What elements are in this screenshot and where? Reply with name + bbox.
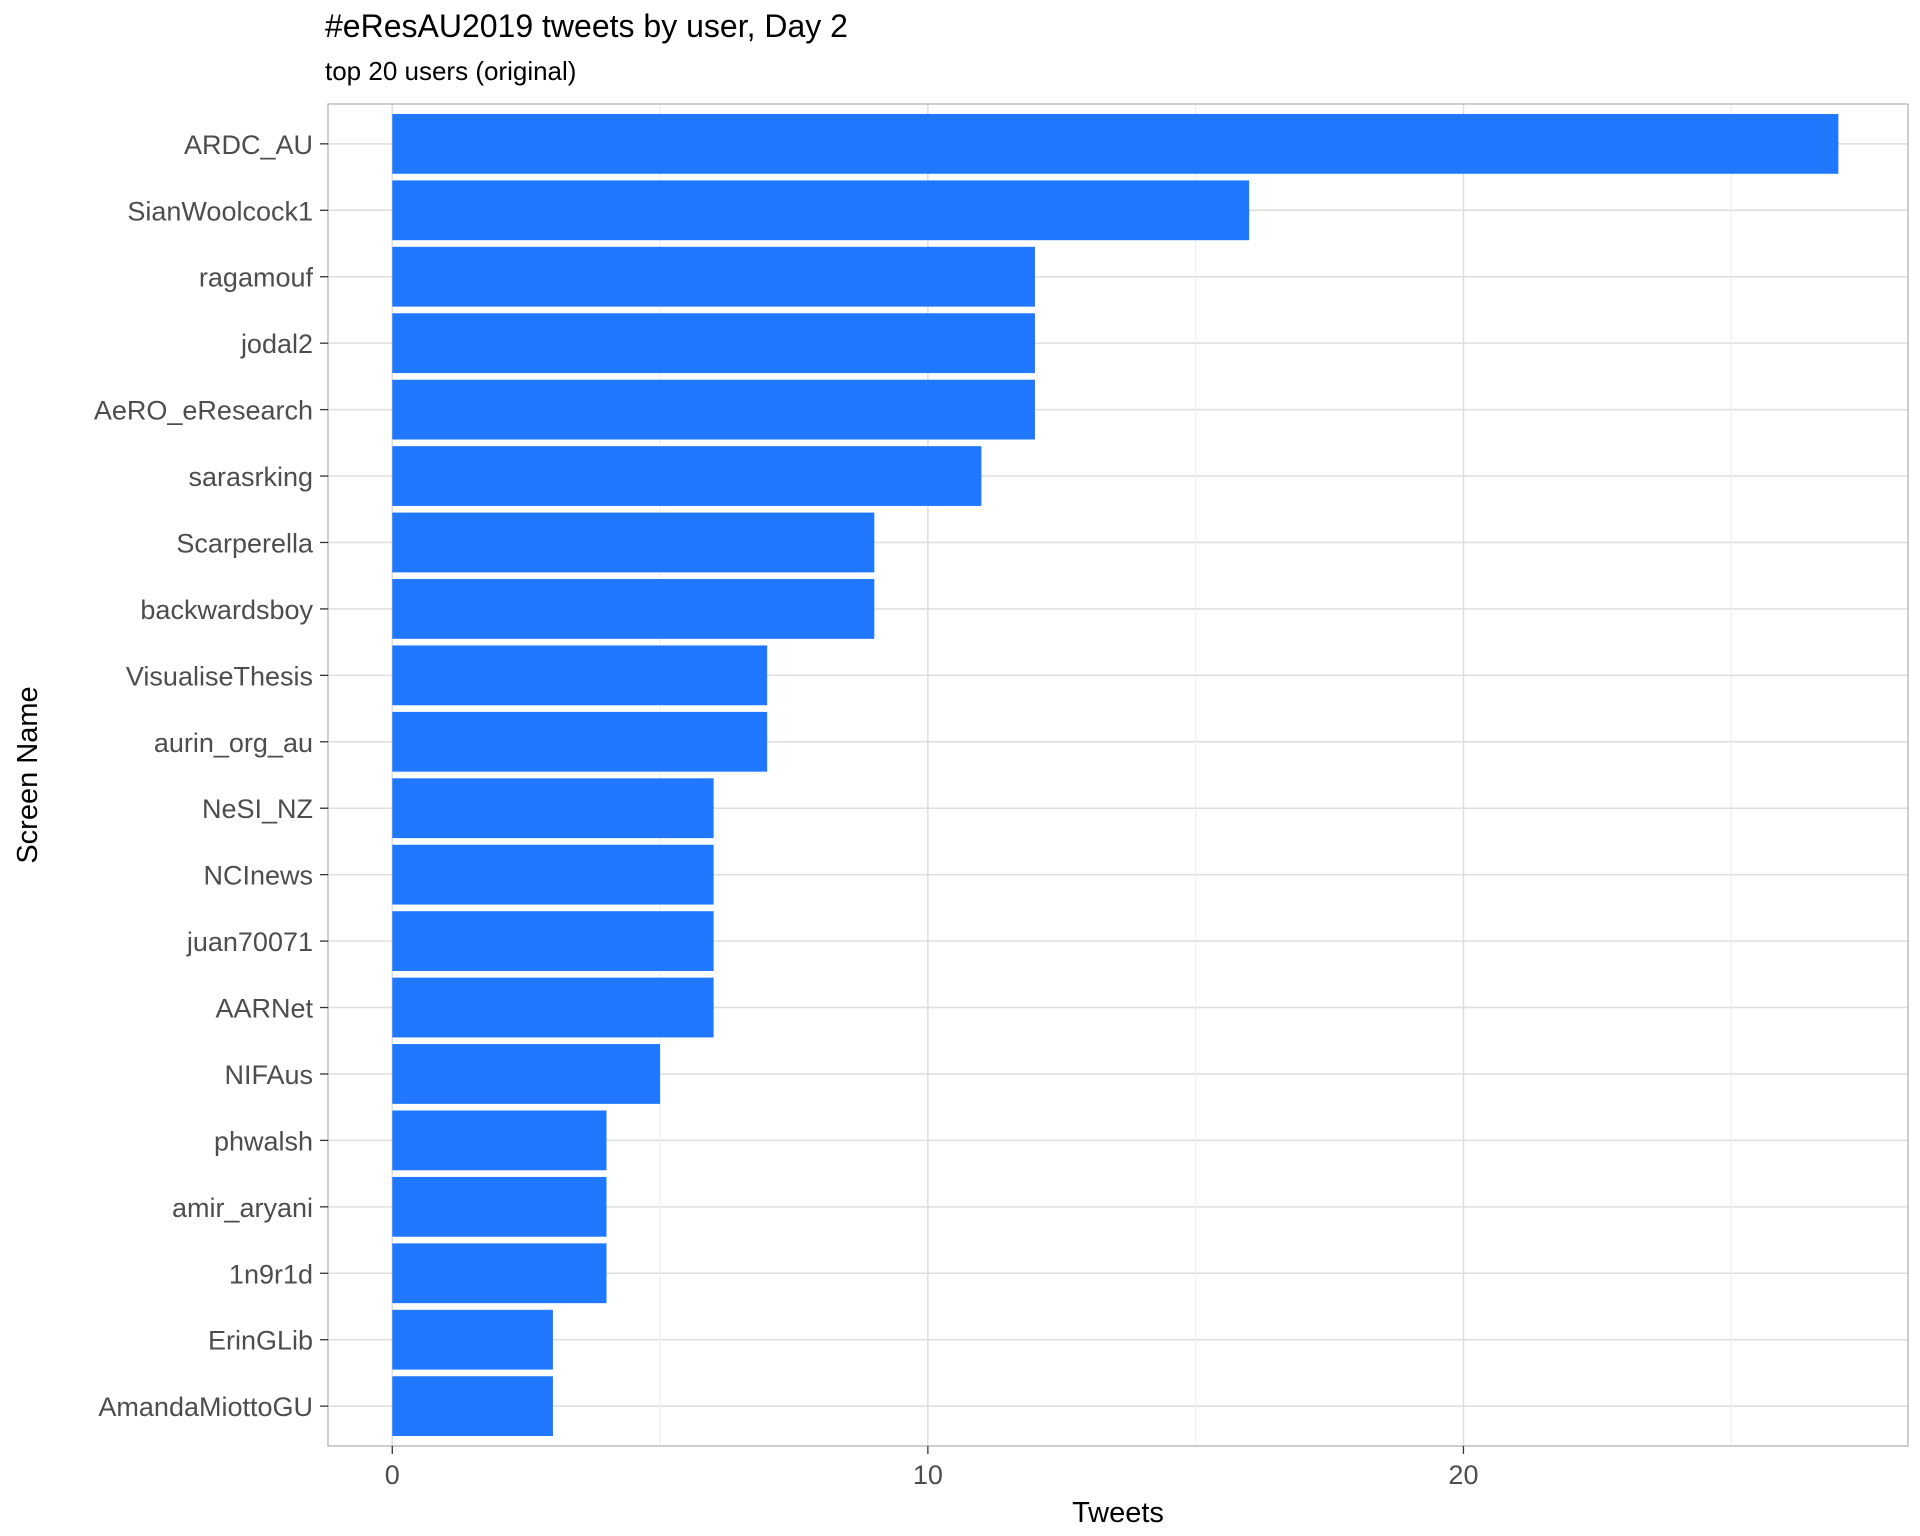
y-tick-label: ErinGLib bbox=[208, 1326, 313, 1356]
panel-border bbox=[327, 103, 1909, 1447]
x-axis-title: Tweets bbox=[1072, 1497, 1164, 1529]
y-tick-label: AmandaMiottoGU bbox=[98, 1392, 313, 1422]
y-tick-label: VisualiseThesis bbox=[126, 661, 313, 691]
x-tick-label: 10 bbox=[913, 1460, 943, 1490]
y-tick-label: NeSI_NZ bbox=[202, 794, 313, 824]
bars bbox=[392, 113, 1839, 1437]
bar bbox=[392, 977, 714, 1038]
bar bbox=[392, 911, 714, 971]
y-tick-label: NCInews bbox=[203, 861, 313, 891]
bar bbox=[392, 246, 1035, 307]
y-tick-label: amir_aryani bbox=[172, 1193, 313, 1223]
y-tick-label: NIFAus bbox=[224, 1060, 313, 1090]
bar bbox=[392, 579, 875, 639]
bar bbox=[392, 1376, 553, 1437]
x-tick-label: 0 bbox=[385, 1460, 400, 1490]
y-tick-label: aurin_org_au bbox=[154, 728, 313, 758]
bar bbox=[392, 778, 714, 839]
bar bbox=[392, 645, 768, 706]
bar bbox=[392, 313, 1035, 374]
y-tick-label: sarasrking bbox=[188, 462, 313, 492]
y-tick-label: jodal2 bbox=[240, 329, 313, 359]
bar bbox=[392, 1110, 607, 1171]
y-tick-labels: ARDC_AU SianWoolcock1 ragamouf jodal2 AeRO_e… bbox=[94, 130, 328, 1422]
chart-subtitle: top 20 users (original) bbox=[325, 56, 577, 86]
y-axis-title: Screen Name bbox=[12, 686, 44, 863]
y-tick-label: 1n9r1d bbox=[229, 1259, 313, 1289]
bar bbox=[392, 1044, 661, 1104]
bar bbox=[392, 379, 1035, 440]
x-tick-label: 20 bbox=[1448, 1460, 1478, 1490]
bar bbox=[392, 512, 875, 573]
y-tick-label: ragamouf bbox=[199, 263, 314, 293]
x-tick-labels: 0 10 20 bbox=[385, 1446, 1478, 1490]
y-tick-label: backwardsboy bbox=[140, 595, 313, 625]
y-tick-label: AARNet bbox=[215, 994, 313, 1024]
bar bbox=[392, 1176, 607, 1237]
bar bbox=[392, 113, 1839, 174]
y-tick-label: AeRO_eResearch bbox=[94, 396, 313, 426]
bar bbox=[392, 711, 768, 772]
y-tick-label: phwalsh bbox=[214, 1126, 313, 1156]
bar bbox=[392, 180, 1250, 241]
chart-title: #eResAU2019 tweets by user, Day 2 bbox=[325, 8, 848, 44]
y-tick-label: Scarperella bbox=[176, 528, 314, 558]
y-tick-label: juan70071 bbox=[186, 927, 313, 957]
bar bbox=[392, 446, 982, 506]
y-tick-label: SianWoolcock1 bbox=[127, 196, 313, 226]
bar bbox=[392, 1243, 607, 1304]
bar bbox=[392, 1309, 553, 1370]
bar bbox=[392, 844, 714, 905]
y-tick-label: ARDC_AU bbox=[184, 130, 313, 160]
